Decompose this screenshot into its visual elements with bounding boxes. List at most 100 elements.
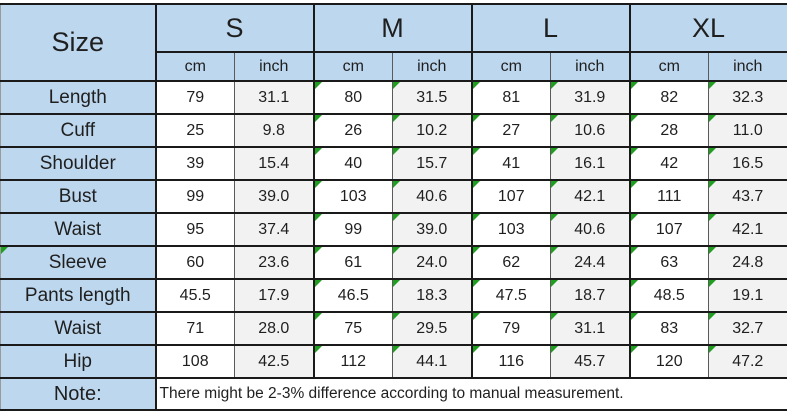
cell-flag-icon bbox=[551, 116, 559, 122]
cell-value: 18.3 bbox=[416, 286, 448, 304]
cell-value: 37.4 bbox=[258, 220, 290, 238]
row-label-cell: Waist bbox=[0, 311, 156, 345]
note-text: There might be 2-3% difference according… bbox=[154, 377, 787, 410]
cell-cm: 99 bbox=[154, 179, 235, 213]
cell-value: 42.1 bbox=[732, 220, 764, 238]
cell-value: 40 bbox=[344, 154, 363, 172]
cell-value: 15.4 bbox=[258, 154, 290, 172]
cell-cm: 80 bbox=[312, 80, 393, 114]
row-label: Waist bbox=[54, 218, 102, 240]
row-label: Length bbox=[48, 86, 107, 108]
cell-inch: 9.8 bbox=[233, 113, 314, 147]
row-label: Hip bbox=[63, 350, 92, 372]
cell-flag-icon bbox=[551, 83, 559, 89]
cell-value: 107 bbox=[497, 187, 525, 205]
cell-flag-icon bbox=[631, 281, 638, 287]
table-row: Length 79 31.1 80 31.5 81 31.9 82 32.3 bbox=[0, 80, 787, 114]
cell-value: 80 bbox=[344, 88, 363, 106]
cell-inch: 31.1 bbox=[233, 80, 314, 114]
cell-cm: 112 bbox=[312, 344, 393, 378]
cell-flag-icon bbox=[393, 281, 401, 287]
cell-value: 24.0 bbox=[416, 253, 448, 271]
cell-value: 29.5 bbox=[416, 319, 448, 337]
cell-flag-icon bbox=[551, 182, 559, 188]
cell-inch: 31.1 bbox=[550, 311, 630, 345]
table-row: Sleeve 60 23.6 61 24.0 62 24.4 63 24.8 bbox=[0, 245, 787, 279]
unit-header-cm: cm bbox=[312, 51, 393, 81]
cell-inch: 29.5 bbox=[392, 311, 472, 345]
cell-flag-icon bbox=[315, 149, 322, 155]
table-row: Bust 99 39.0 103 40.6 107 42.1 111 43.7 bbox=[0, 179, 787, 213]
cell-value: 71 bbox=[186, 319, 205, 337]
row-label: Pants length bbox=[24, 284, 131, 306]
cell-inch: 42.1 bbox=[708, 212, 787, 246]
row-label-cell: Length bbox=[0, 80, 156, 114]
cell-inch: 15.7 bbox=[392, 146, 472, 180]
cell-value: 39 bbox=[186, 154, 205, 172]
cell-flag-icon bbox=[315, 281, 322, 287]
cell-flag-icon bbox=[551, 149, 559, 155]
cell-inch: 31.9 bbox=[550, 80, 630, 114]
cell-cm: 107 bbox=[470, 179, 551, 213]
cell-inch: 42.1 bbox=[550, 179, 630, 213]
cell-flag-icon bbox=[393, 314, 401, 320]
cell-flag-icon bbox=[473, 116, 480, 122]
corner-header-size: Size bbox=[0, 3, 156, 81]
cell-cm: 41 bbox=[470, 146, 551, 180]
cell-value: 95 bbox=[186, 220, 205, 238]
cell-flag-icon bbox=[551, 248, 559, 254]
table-row: Cuff 25 9.8 26 10.2 27 10.6 28 11.0 bbox=[0, 113, 787, 147]
cell-value: 108 bbox=[181, 352, 209, 370]
cell-value: 41 bbox=[502, 154, 521, 172]
cell-flag-icon bbox=[473, 347, 480, 353]
cell-cm: 107 bbox=[628, 212, 709, 246]
cell-cm: 79 bbox=[154, 80, 235, 114]
cell-flag-icon bbox=[393, 116, 401, 122]
cell-inch: 23.6 bbox=[233, 245, 314, 279]
row-label-cell: Sleeve bbox=[0, 245, 156, 279]
cell-value: 18.7 bbox=[574, 286, 606, 304]
cell-flag-icon bbox=[393, 248, 401, 254]
cell-flag-icon bbox=[709, 314, 717, 320]
unit-header-cm: cm bbox=[628, 51, 709, 81]
cell-value: 40.6 bbox=[574, 220, 606, 238]
cell-flag-icon bbox=[709, 149, 717, 155]
cell-value: 63 bbox=[660, 253, 679, 271]
cell-flag-icon bbox=[551, 347, 559, 353]
cell-value: 17.9 bbox=[258, 286, 290, 304]
cell-flag-icon bbox=[393, 215, 401, 221]
cell-value: 9.8 bbox=[262, 121, 285, 139]
cell-value: 23.6 bbox=[258, 253, 290, 271]
unit-header-inch: inch bbox=[550, 51, 630, 81]
cell-value: 83 bbox=[660, 319, 679, 337]
cell-value: 43.7 bbox=[732, 187, 764, 205]
cell-cm: 27 bbox=[470, 113, 551, 147]
cell-value: 47.5 bbox=[495, 286, 527, 304]
cell-value: 116 bbox=[498, 352, 525, 370]
cell-cm: 61 bbox=[312, 245, 393, 279]
cell-cm: 46.5 bbox=[312, 278, 393, 312]
cell-value: 31.5 bbox=[416, 88, 448, 106]
cell-flag-icon bbox=[393, 83, 401, 89]
unit-header-inch: inch bbox=[708, 51, 787, 81]
cell-cm: 25 bbox=[154, 113, 235, 147]
cell-inch: 39.0 bbox=[233, 179, 314, 213]
cell-value: 25 bbox=[186, 121, 205, 139]
cell-cm: 108 bbox=[154, 344, 235, 378]
cell-value: 10.2 bbox=[416, 121, 448, 139]
cell-inch: 10.2 bbox=[392, 113, 472, 147]
cell-inch: 24.8 bbox=[708, 245, 787, 279]
size-header-s: S bbox=[154, 3, 314, 52]
cell-cm: 62 bbox=[470, 245, 551, 279]
cell-value: 28.0 bbox=[258, 319, 290, 337]
row-label-cell: Bust bbox=[0, 179, 156, 213]
cell-inch: 10.6 bbox=[550, 113, 630, 147]
cell-value: 19.1 bbox=[732, 286, 764, 304]
cell-flag-icon bbox=[473, 215, 480, 221]
cell-value: 82 bbox=[660, 88, 679, 106]
cell-flag-icon bbox=[473, 281, 480, 287]
cell-value: 26 bbox=[344, 121, 363, 139]
unit-header-cm: cm bbox=[154, 51, 235, 81]
cell-value: 61 bbox=[344, 253, 363, 271]
cell-value: 16.5 bbox=[732, 154, 764, 172]
